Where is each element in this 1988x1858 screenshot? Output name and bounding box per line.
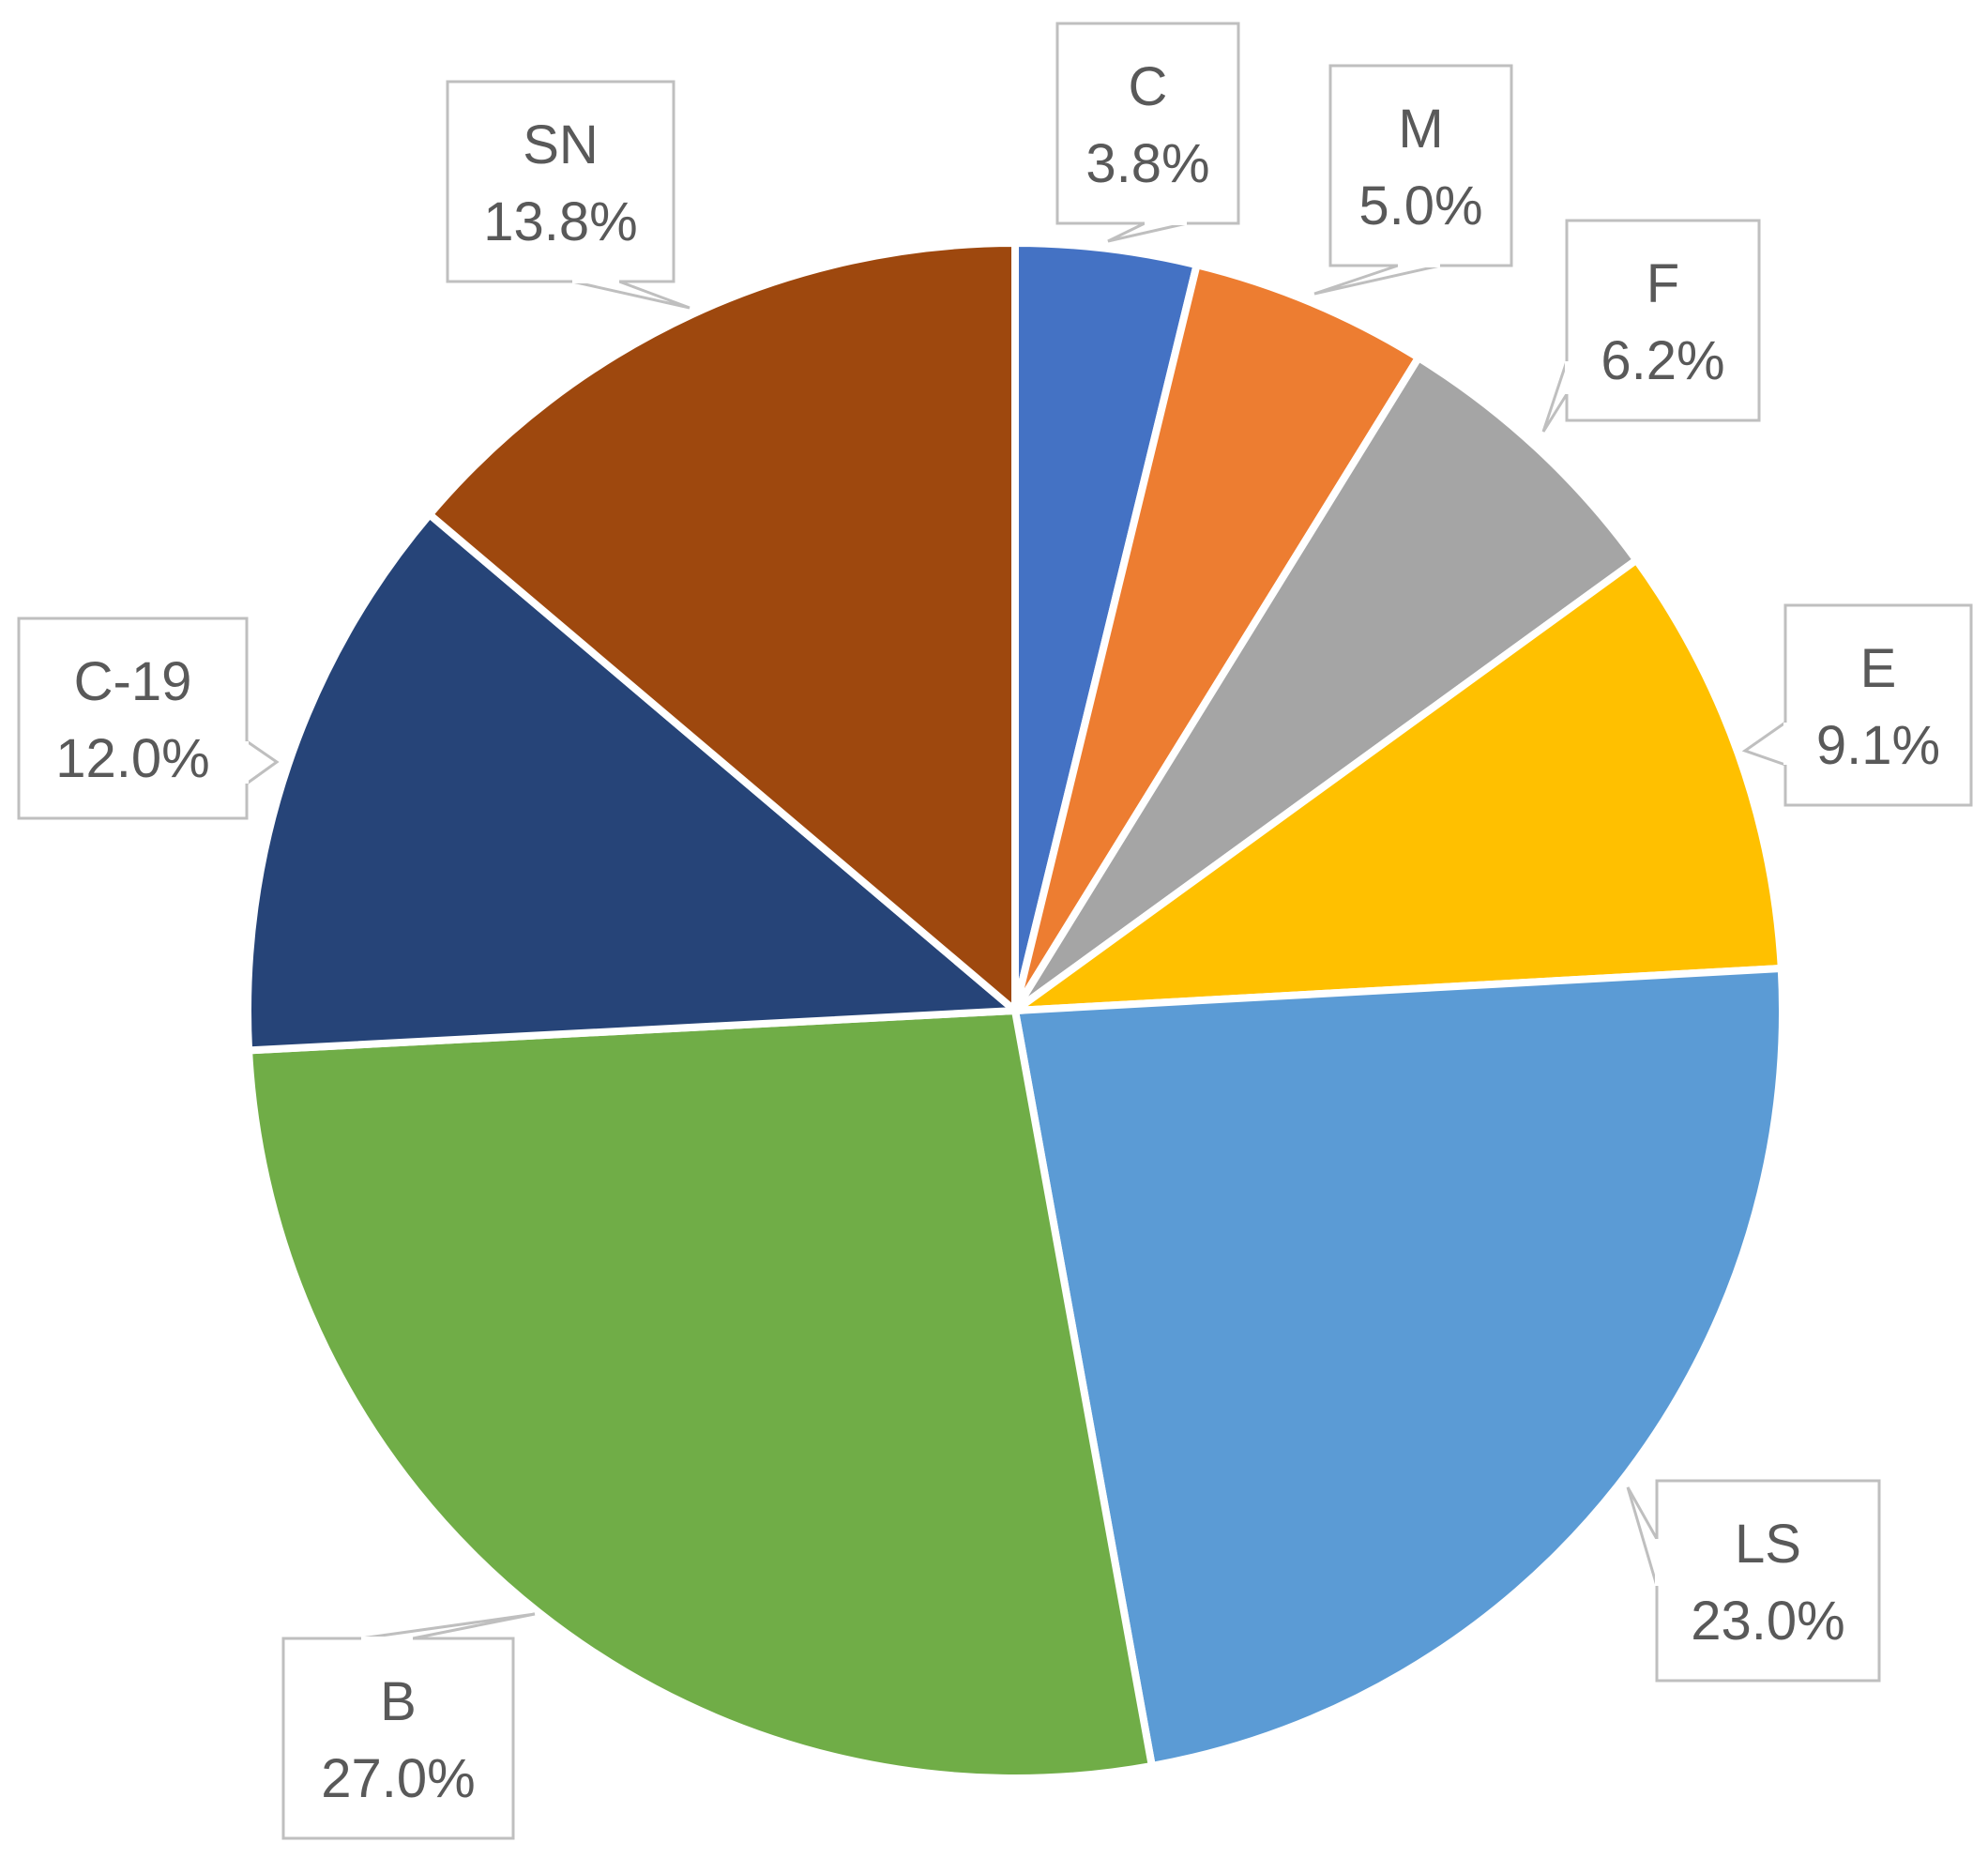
data-label-m: M 5.0% bbox=[1313, 64, 1513, 296]
data-label-f: F 6.2% bbox=[1541, 219, 1761, 433]
pie-slice-m[interactable] bbox=[1011, 260, 1424, 1013]
callout-box bbox=[1655, 1479, 1881, 1683]
data-label-sn: SN 13.8% bbox=[446, 80, 690, 310]
callout-box bbox=[446, 80, 675, 283]
data-label-percentage: 27.0% bbox=[321, 1748, 475, 1809]
callout-box bbox=[281, 1637, 515, 1840]
pie-slice-c-19[interactable] bbox=[244, 509, 1025, 1055]
data-label-percentage: 6.2% bbox=[1601, 330, 1724, 391]
data-label-category: F bbox=[1647, 253, 1679, 314]
data-label-percentage: 3.8% bbox=[1085, 133, 1209, 194]
data-label-category: B bbox=[380, 1671, 417, 1732]
pie-slice-b[interactable] bbox=[244, 1006, 1157, 1782]
data-label-e: E 9.1% bbox=[1741, 603, 1973, 807]
callout-pointer bbox=[1541, 360, 1569, 433]
data-label-percentage: 9.1% bbox=[1816, 715, 1940, 776]
data-label-c: C 3.8% bbox=[1055, 22, 1240, 243]
pie-slice-e[interactable] bbox=[1002, 555, 1785, 1015]
data-label-percentage: 5.0% bbox=[1358, 175, 1482, 236]
callout-pointer bbox=[360, 1612, 536, 1640]
callout-box bbox=[17, 617, 249, 820]
slices-layer bbox=[244, 238, 1786, 1782]
data-label-category: LS bbox=[1735, 1514, 1801, 1575]
callout-box bbox=[1565, 219, 1761, 422]
callout-pointer bbox=[1107, 221, 1188, 243]
data-label-category: M bbox=[1398, 99, 1443, 160]
pie-slice-ls[interactable] bbox=[1010, 964, 1786, 1771]
callouts-layer: C 3.8% M 5.0% F 6.2% E 9.1% LS 23.0% B 27.0% C-19 12.… bbox=[17, 22, 1973, 1840]
pie-slice-f[interactable] bbox=[1011, 352, 1642, 1014]
callout-box bbox=[1328, 64, 1513, 267]
callout-box bbox=[1783, 603, 1973, 807]
callout-pointer bbox=[246, 739, 280, 785]
data-label-category: E bbox=[1860, 638, 1897, 699]
data-label-category: SN bbox=[523, 114, 599, 175]
callout-pointer bbox=[1741, 721, 1786, 767]
pie-slice-sn[interactable] bbox=[424, 238, 1019, 1019]
data-label-c-19: C-19 12.0% bbox=[17, 617, 280, 820]
callout-box bbox=[1055, 22, 1240, 225]
callout-pointer bbox=[1626, 1486, 1659, 1587]
callout-pointer bbox=[571, 280, 690, 310]
data-label-category: C bbox=[1129, 56, 1168, 117]
data-label-percentage: 23.0% bbox=[1691, 1591, 1844, 1652]
data-label-ls: LS 23.0% bbox=[1626, 1479, 1881, 1683]
data-label-percentage: 13.8% bbox=[483, 191, 637, 252]
data-label-b: B 27.0% bbox=[281, 1612, 536, 1840]
callout-pointer bbox=[1313, 264, 1441, 296]
data-label-category: C-19 bbox=[74, 651, 192, 712]
data-label-percentage: 12.0% bbox=[55, 728, 209, 789]
